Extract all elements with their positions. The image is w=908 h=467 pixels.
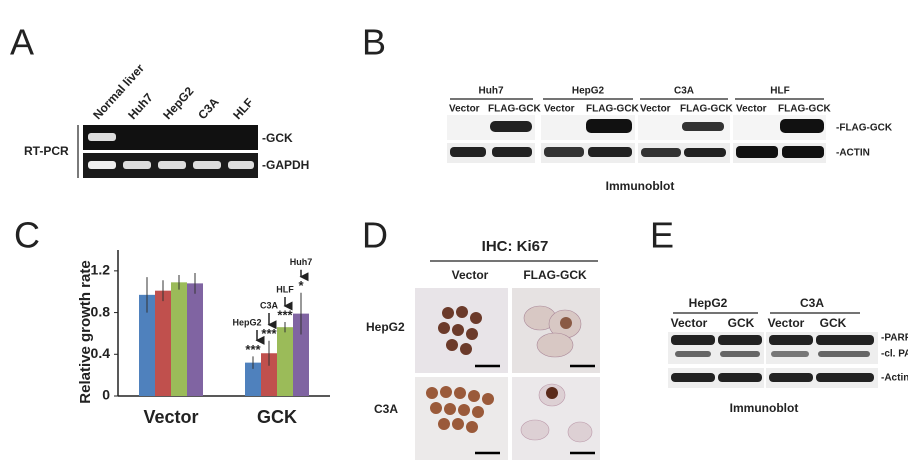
lane-label: Huh7 bbox=[125, 90, 156, 122]
caption: Immunoblot bbox=[730, 401, 799, 415]
band-label: -GAPDH bbox=[262, 158, 309, 172]
column-label: Vector bbox=[452, 268, 489, 282]
panel-title: IHC: Ki67 bbox=[482, 238, 549, 255]
x-tick-label: Vector bbox=[143, 407, 198, 427]
lane-label: FLAG-GCK bbox=[586, 104, 640, 115]
bar bbox=[171, 282, 187, 396]
x-tick-label: GCK bbox=[257, 407, 297, 427]
band-label: -ACTIN bbox=[836, 148, 870, 159]
lane-label: HepG2 bbox=[160, 84, 197, 122]
band-label: -Actin bbox=[881, 373, 908, 384]
group-label: HepG2 bbox=[572, 86, 605, 97]
band-label: -PARP bbox=[881, 333, 908, 344]
significance: * bbox=[298, 278, 304, 293]
band-label: -FLAG-GCK bbox=[836, 123, 893, 134]
series-label: HepG2 bbox=[232, 317, 261, 327]
group-label: HLF bbox=[770, 86, 789, 97]
micrographs bbox=[415, 288, 600, 460]
row-label: HepG2 bbox=[366, 320, 405, 334]
panel-label: D bbox=[362, 215, 388, 256]
bar bbox=[293, 313, 309, 396]
bar bbox=[245, 362, 261, 396]
panel-label: B bbox=[362, 22, 386, 63]
lane-label: Vector bbox=[640, 104, 671, 115]
blot bbox=[668, 332, 878, 388]
bar-chart: C Relative growth rate 0 0.4 0.8 1.2 Vector G… bbox=[14, 215, 330, 427]
y-tick-label: 1.2 bbox=[91, 262, 111, 278]
lane-label: GCK bbox=[820, 316, 847, 330]
lane-label: FLAG-GCK bbox=[680, 104, 734, 115]
y-tick-label: 0.4 bbox=[91, 345, 111, 361]
row-label: C3A bbox=[374, 402, 398, 416]
lane-label: FLAG-GCK bbox=[778, 104, 832, 115]
lane-label: FLAG-GCK bbox=[488, 104, 542, 115]
bar bbox=[155, 290, 171, 396]
lane-label: Vector bbox=[671, 316, 708, 330]
significance: *** bbox=[261, 326, 277, 341]
band-label: -cl. PARP bbox=[881, 349, 908, 360]
y-axis-title: Relative growth rate bbox=[77, 260, 94, 403]
bar bbox=[277, 327, 293, 396]
group-label: C3A bbox=[800, 296, 824, 310]
lane-label: Vector bbox=[768, 316, 805, 330]
lane-label: Vector bbox=[449, 104, 480, 115]
method-label: RT-PCR bbox=[24, 144, 69, 158]
lane-label: C3A bbox=[195, 95, 222, 122]
panel-label: A bbox=[10, 22, 34, 63]
lane-label: Vector bbox=[736, 104, 767, 115]
caption: Immunoblot bbox=[606, 179, 675, 193]
panel-label: C bbox=[14, 215, 40, 256]
series-label: C3A bbox=[260, 300, 279, 310]
gel bbox=[83, 125, 258, 178]
panel-label: E bbox=[650, 215, 674, 256]
bar bbox=[187, 283, 203, 396]
bar bbox=[139, 294, 155, 396]
group-label: Huh7 bbox=[479, 86, 504, 97]
y-tick-label: 0 bbox=[102, 387, 110, 403]
band-label: -GCK bbox=[262, 131, 293, 145]
y-tick-label: 0.8 bbox=[91, 303, 111, 319]
group-label: HepG2 bbox=[689, 296, 728, 310]
lane-labels: Normal liver Huh7 HepG2 C3A HLF bbox=[90, 61, 256, 122]
lane-label: Vector bbox=[544, 104, 575, 115]
series-label: Huh7 bbox=[290, 257, 313, 267]
significance: *** bbox=[245, 342, 261, 357]
lane-label: GCK bbox=[728, 316, 755, 330]
significance: *** bbox=[277, 307, 293, 322]
bar bbox=[261, 353, 277, 396]
blot bbox=[447, 115, 826, 163]
series-label: HLF bbox=[276, 284, 294, 294]
group-label: C3A bbox=[674, 86, 694, 97]
lane-label: HLF bbox=[230, 95, 256, 122]
column-label: FLAG-GCK bbox=[523, 268, 587, 282]
